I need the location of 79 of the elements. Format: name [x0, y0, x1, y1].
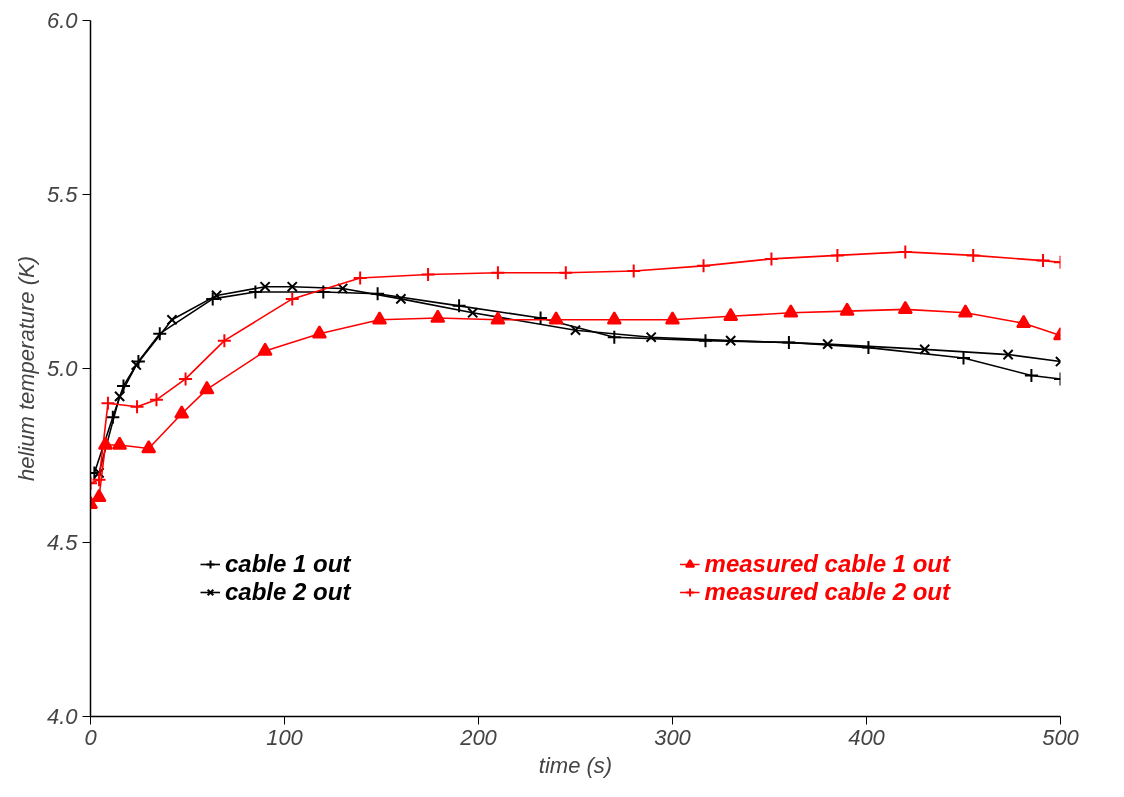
point [860, 340, 876, 356]
x-axis-title: time (s) [538, 752, 613, 778]
point [1016, 314, 1032, 329]
point [965, 247, 981, 263]
point [178, 371, 194, 387]
point [696, 258, 712, 274]
y-axis-title: helium temperature (K) [13, 256, 39, 481]
point [114, 390, 126, 402]
point [558, 265, 574, 281]
point [467, 307, 479, 319]
y-tick-label: 5.5 [46, 182, 79, 207]
point [548, 311, 564, 325]
point [533, 310, 549, 326]
point [897, 244, 913, 260]
point [166, 314, 178, 326]
point [725, 335, 737, 347]
point [781, 334, 797, 350]
point [606, 329, 622, 345]
point [91, 488, 107, 503]
legend-label: measured cable 1 out [704, 550, 950, 578]
point [91, 472, 107, 488]
point [829, 247, 845, 263]
point [257, 342, 273, 356]
point [723, 307, 739, 322]
point [205, 291, 221, 307]
point [395, 293, 407, 305]
point [112, 436, 128, 450]
point [284, 291, 300, 307]
point [105, 409, 121, 425]
point [783, 304, 799, 318]
point [626, 263, 642, 279]
point [174, 405, 190, 419]
point [199, 380, 215, 395]
x-tick-label: 200 [459, 724, 498, 750]
point [451, 298, 467, 314]
legend-label: cable 2 out [225, 578, 351, 606]
y-tick-label: 6.0 [46, 8, 79, 33]
point [1002, 348, 1014, 361]
point [569, 324, 582, 336]
point [141, 440, 157, 454]
point [430, 309, 446, 323]
point [216, 333, 232, 349]
x-tick-label: 400 [848, 724, 886, 750]
x-tick-label: 500 [1042, 724, 1080, 750]
legend-label: measured cable 2 out [704, 578, 950, 606]
point [822, 338, 834, 350]
point [957, 304, 973, 318]
point [420, 267, 436, 283]
point [286, 281, 298, 293]
point [1023, 367, 1039, 383]
y-tick-label: 4.0 [46, 704, 79, 729]
legend-label: cable 1 out [225, 550, 351, 578]
x-tick-label: 300 [654, 724, 692, 750]
point [315, 284, 331, 300]
point [763, 251, 779, 267]
point [665, 311, 680, 325]
point [606, 311, 622, 325]
point [645, 331, 657, 343]
point [697, 333, 713, 349]
x-tick-label: 0 [84, 724, 98, 750]
point [956, 350, 971, 366]
point [148, 392, 164, 408]
point [337, 282, 349, 295]
y-tick-label: 4.5 [46, 530, 79, 555]
point [1035, 253, 1051, 269]
y-tick-label: 5.0 [46, 356, 79, 381]
point [372, 311, 388, 325]
point [490, 311, 506, 325]
point [897, 300, 913, 315]
point [129, 399, 145, 415]
point [919, 343, 931, 355]
point [152, 326, 168, 342]
point [490, 265, 506, 281]
point [370, 286, 386, 302]
point [839, 302, 855, 316]
x-tick-label: 100 [266, 724, 304, 750]
point [352, 270, 368, 286]
point [311, 325, 327, 339]
point [100, 395, 116, 411]
